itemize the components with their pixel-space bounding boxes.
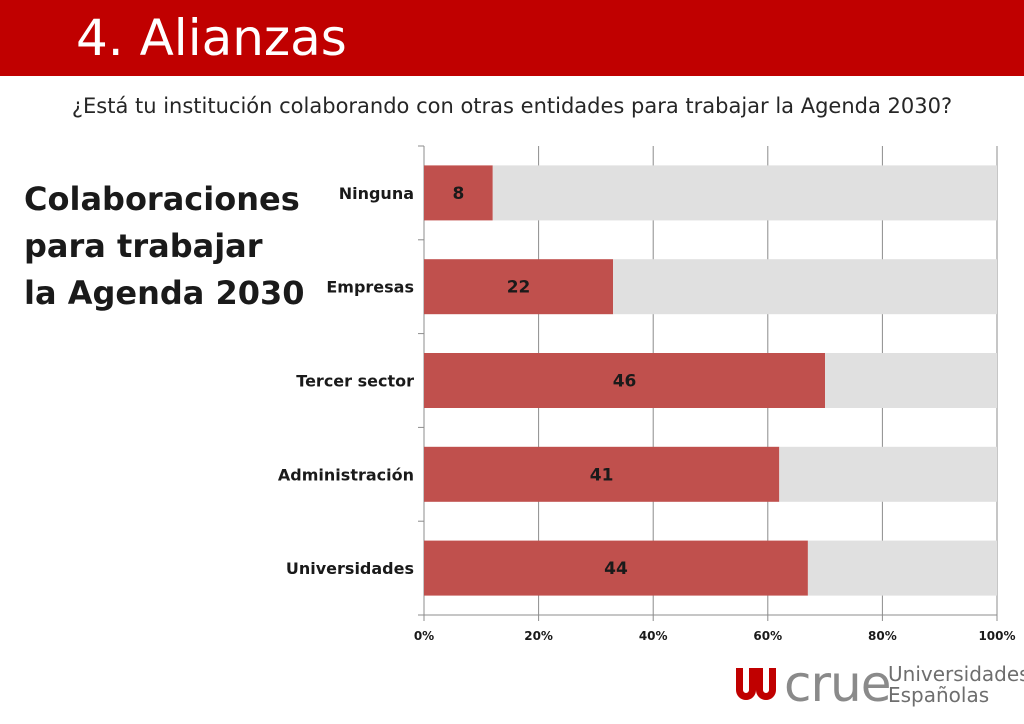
bar-0-series-1 [492,165,997,221]
side-heading-line-3: la Agenda 2030 [24,274,305,312]
bar-1-series-1 [613,259,997,315]
x-tick-label-0: 0% [414,629,434,643]
side-heading: Colaboraciones para trabajar la Agenda 2… [24,176,305,317]
category-label-3: Administración [278,465,414,484]
data-label-0: 8 [452,184,464,204]
logo-sub-line-2: Españolas [888,683,990,707]
x-tick-label-2: 40% [639,629,668,643]
category-label-4: Universidades [286,559,414,578]
crue-logo-mark-icon [736,668,776,700]
bar-3-series-1 [779,446,997,502]
bar-2-series-1 [825,353,997,408]
title-bar: 4. Alianzas [0,0,1024,76]
logo-word: crue [784,655,891,713]
category-label-1: Empresas [326,278,414,297]
data-label-1: 22 [507,278,531,298]
side-heading-line-1: Colaboraciones [24,180,300,218]
crue-logo: crue Universidades Españolas [732,655,1024,713]
bar-3-series-0 [424,446,780,502]
bar-4-series-1 [807,540,997,596]
bar-4-series-0 [424,540,808,596]
page-title: 4. Alianzas [76,9,347,67]
bar-1-series-0 [424,259,614,315]
bar-0-series-0 [424,165,493,221]
side-heading-line-2: para trabajar [24,227,263,265]
x-tick-label-4: 80% [868,629,897,643]
data-label-2: 46 [613,372,637,392]
category-label-0: Ninguna [339,184,414,203]
data-label-3: 41 [590,465,614,485]
logo-subtitle: Universidades Españolas [888,664,1024,706]
x-tick-label-5: 100% [978,629,1015,643]
logo-sub-line-1: Universidades [888,662,1024,686]
category-label-2: Tercer sector [296,372,414,391]
x-tick-label-3: 60% [753,629,782,643]
x-tick-label-1: 20% [524,629,553,643]
survey-question: ¿Está tu institución colaborando con otr… [71,94,953,118]
data-label-4: 44 [604,559,628,579]
bar-2-series-0 [424,353,826,408]
